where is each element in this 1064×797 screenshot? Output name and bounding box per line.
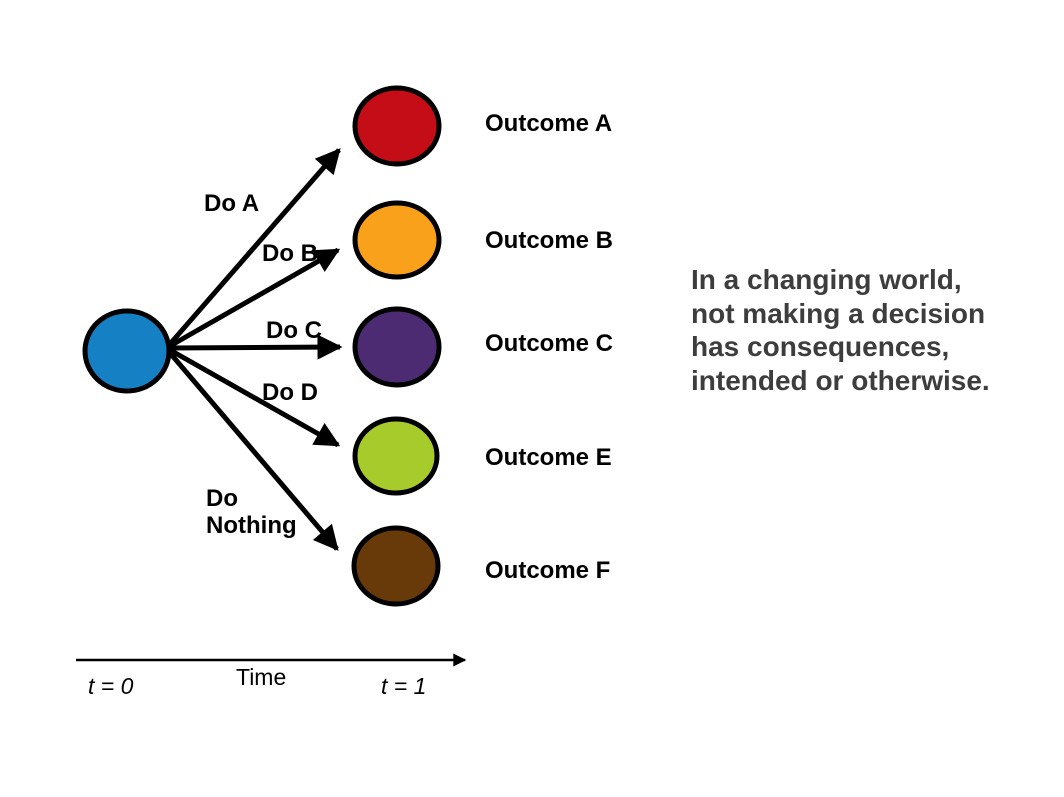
timeline-label-time: Time: [236, 664, 286, 690]
arrow-do-b: [168, 247, 341, 349]
arrow-do-d: [168, 347, 341, 448]
edge-label-do-nothing-line2: Nothing: [206, 512, 297, 539]
timeline-label-t0: t = 0: [88, 673, 134, 699]
arrow-do-c: [169, 334, 343, 360]
node-outcome-b: [352, 200, 442, 280]
node-outcome-a: [352, 85, 442, 167]
edge-label-do-d: Do D: [262, 379, 318, 406]
node-decision-start: [82, 308, 172, 394]
node-outcome-e: [352, 416, 440, 496]
outcome-label-a: Outcome A: [485, 110, 612, 137]
caption-line-4: intended or otherwise.: [691, 364, 990, 396]
arrow-do-a: [168, 148, 341, 346]
caption-line-1: In a changing world,: [691, 264, 962, 295]
edge-label-do-b: Do B: [262, 240, 318, 267]
node-outcome-c: [352, 306, 442, 388]
outcome-label-f: Outcome F: [485, 557, 610, 584]
outcome-label-e: Outcome E: [485, 444, 612, 471]
edge-label-do-nothing-line1: Do: [206, 485, 238, 512]
edge-label-do-c: Do C: [266, 317, 322, 344]
timeline-label-t1: t = 1: [381, 673, 426, 699]
caption-line-3: has consequences,: [691, 331, 950, 362]
caption-text: In a changing world, not making a decisi…: [691, 263, 1021, 397]
edge-label-do-a: Do A: [204, 190, 259, 217]
outcome-label-b: Outcome B: [485, 227, 613, 254]
arrow-do-nothing: [168, 351, 339, 551]
node-outcome-f: [351, 525, 441, 607]
outcome-label-c: Outcome C: [485, 330, 613, 357]
caption-line-2: not making a decision: [691, 297, 986, 329]
